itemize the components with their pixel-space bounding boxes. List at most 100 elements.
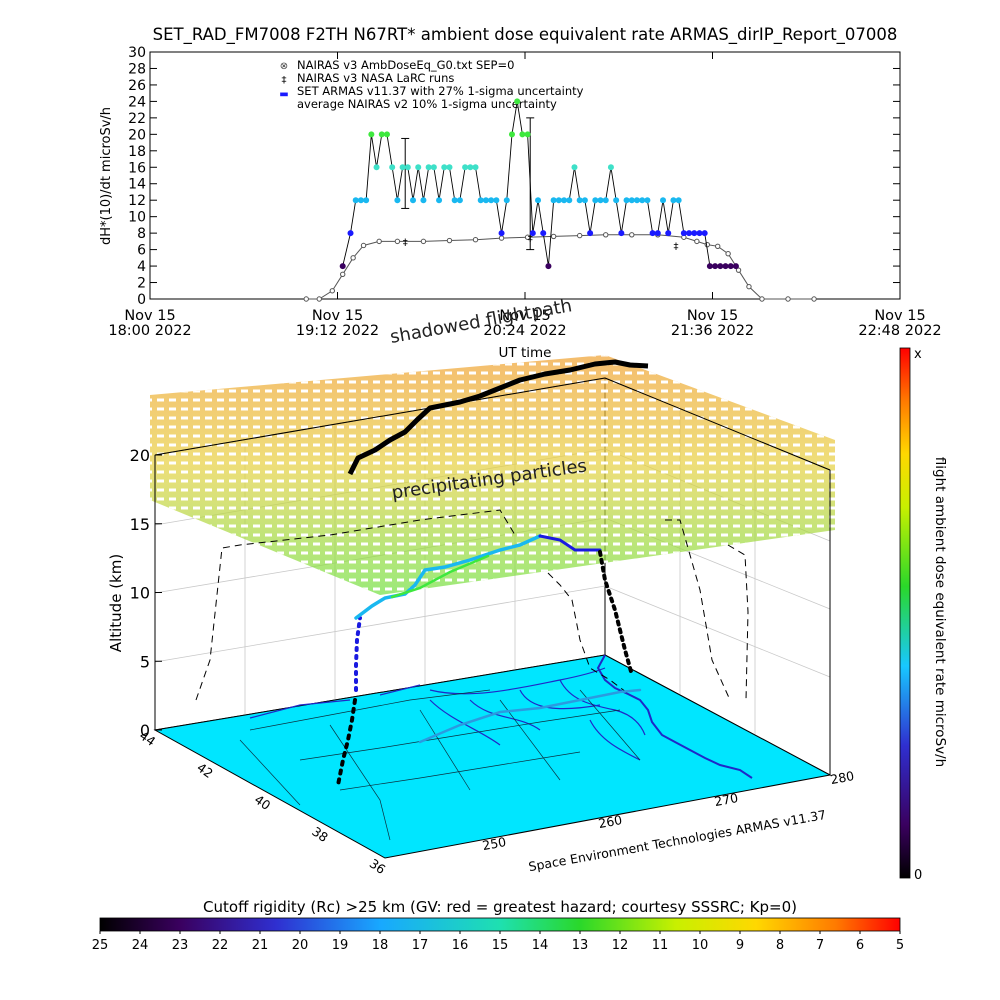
dose-colorbar [899, 347, 911, 879]
scene-3d: 0 5 10 15 20 Altitude (km) 44 42 40 38 36 280 270… [107, 295, 855, 877]
nairas-point [394, 238, 401, 245]
rigidity-tick-label: 18 [372, 938, 389, 953]
nairas-point [472, 237, 479, 243]
rigidity-tick-label: 17 [412, 938, 429, 953]
legend-symbol-armas: ▬ [279, 89, 288, 100]
armas-point [644, 197, 651, 204]
armas-point [576, 197, 583, 204]
nairas-point [316, 296, 322, 302]
nairas-point [603, 232, 609, 238]
altitude-tick-label: 5 [140, 652, 150, 671]
x-tick-label-time: 21:36 2022 [671, 323, 754, 339]
rigidity-tick-label: 14 [532, 938, 549, 953]
rigidity-tick-label: 15 [492, 938, 509, 953]
armas-point [649, 230, 656, 237]
y-tick-label: 24 [128, 94, 146, 110]
y-tick-label: 30 [128, 45, 146, 61]
altitude-ticks: 0 5 10 15 20 [130, 446, 162, 740]
nairas-point [715, 243, 721, 250]
rigidity-colorbar [99, 917, 901, 932]
dose-colorbar-bottom: 0 [914, 868, 922, 883]
y-tick-label: 22 [128, 111, 146, 127]
rigidity-tick-label: 8 [776, 938, 784, 953]
x-tick-label-date: Nov 15 [687, 308, 738, 324]
armas-point [378, 131, 385, 138]
armas-point [498, 230, 505, 237]
armas-point [347, 230, 354, 237]
rigidity-tick-label: 16 [452, 938, 469, 953]
larc-point: ‡ [674, 241, 679, 252]
rigidity-tick-label: 13 [572, 938, 589, 953]
armas-point [550, 197, 557, 204]
latitude-ticks: 44 42 40 38 36 [137, 728, 389, 877]
nairas-point [759, 296, 765, 302]
flightpath-projections [195, 509, 749, 701]
nairas-point [576, 232, 583, 239]
armas-point [524, 131, 531, 138]
armas-point [628, 197, 635, 204]
armas-point [680, 230, 687, 237]
dose-colorbar-top: x [914, 347, 922, 362]
altitude-tick-label: 20 [130, 446, 150, 465]
armas-point [665, 230, 672, 237]
armas-point [581, 197, 588, 204]
latitude-tick-label: 44 [137, 728, 159, 749]
nairas-point [350, 255, 356, 261]
rigidity-tick-label: 23 [172, 938, 189, 953]
armas-point [514, 98, 521, 105]
nairas-point [785, 296, 791, 302]
armas-point [352, 197, 359, 204]
armas-point [727, 263, 734, 270]
armas-point [482, 197, 489, 204]
armas-point [701, 230, 708, 237]
armas-point [623, 197, 630, 204]
armas-point [399, 164, 406, 171]
armas-point [456, 197, 463, 204]
armas-point [639, 197, 646, 204]
armas-point [670, 197, 677, 204]
nairas-point [735, 267, 742, 273]
rigidity-tick-label: 25 [92, 938, 109, 953]
longitude-tick-label: 270 [713, 790, 739, 809]
legend-label-armas: SET ARMAS v11.37 with 27% 1-sigma uncert… [297, 84, 584, 98]
x-tick-label-time: 22:48 2022 [858, 323, 941, 339]
latitude-tick-label: 42 [194, 760, 216, 781]
figure-title: SET_RAD_FM7008 F2TH N67RT* ambient dose … [153, 25, 898, 45]
armas-point [686, 230, 693, 237]
y-tick-label: 16 [128, 160, 146, 176]
rigidity-tick-label: 11 [652, 938, 669, 953]
armas-point [462, 164, 469, 171]
armas-point [592, 197, 599, 204]
armas-point [410, 197, 417, 204]
longitude-ticks: 280 270 260 250 [481, 768, 855, 853]
armas-point [436, 197, 443, 204]
y-tick-label: 0 [137, 292, 146, 308]
armas-line [342, 101, 736, 267]
armas-point [493, 197, 500, 204]
nairas-point [746, 283, 752, 290]
armas-point [675, 197, 682, 204]
rigidity-tick-label: 9 [736, 938, 744, 953]
armas-point [602, 197, 609, 204]
longitude-tick-label: 250 [481, 834, 507, 853]
armas-point [477, 197, 484, 204]
legend-symbol-nairas: ⊗ [280, 61, 288, 72]
armas-point [618, 230, 625, 237]
larc-point: ‡ [528, 233, 533, 244]
armas-point [368, 131, 375, 138]
armas-point [545, 263, 552, 270]
longitude-tick-label: 260 [597, 812, 623, 831]
armas-point [706, 263, 713, 270]
latitude-tick-label: 38 [309, 824, 331, 845]
nairas-point [550, 233, 557, 240]
altitude-axis-label: Altitude (km) [107, 554, 125, 652]
nairas-point [420, 238, 427, 245]
rigidity-tick-label: 19 [332, 938, 349, 953]
rigidity-tick-label: 20 [292, 938, 309, 953]
armas-point [660, 197, 667, 204]
rigidity-tick-label: 24 [132, 938, 149, 953]
map-coastline [596, 654, 753, 779]
legend-label-nairas: NAIRAS v3 AmbDoseEq_G0.txt SEP=0 [297, 58, 514, 72]
